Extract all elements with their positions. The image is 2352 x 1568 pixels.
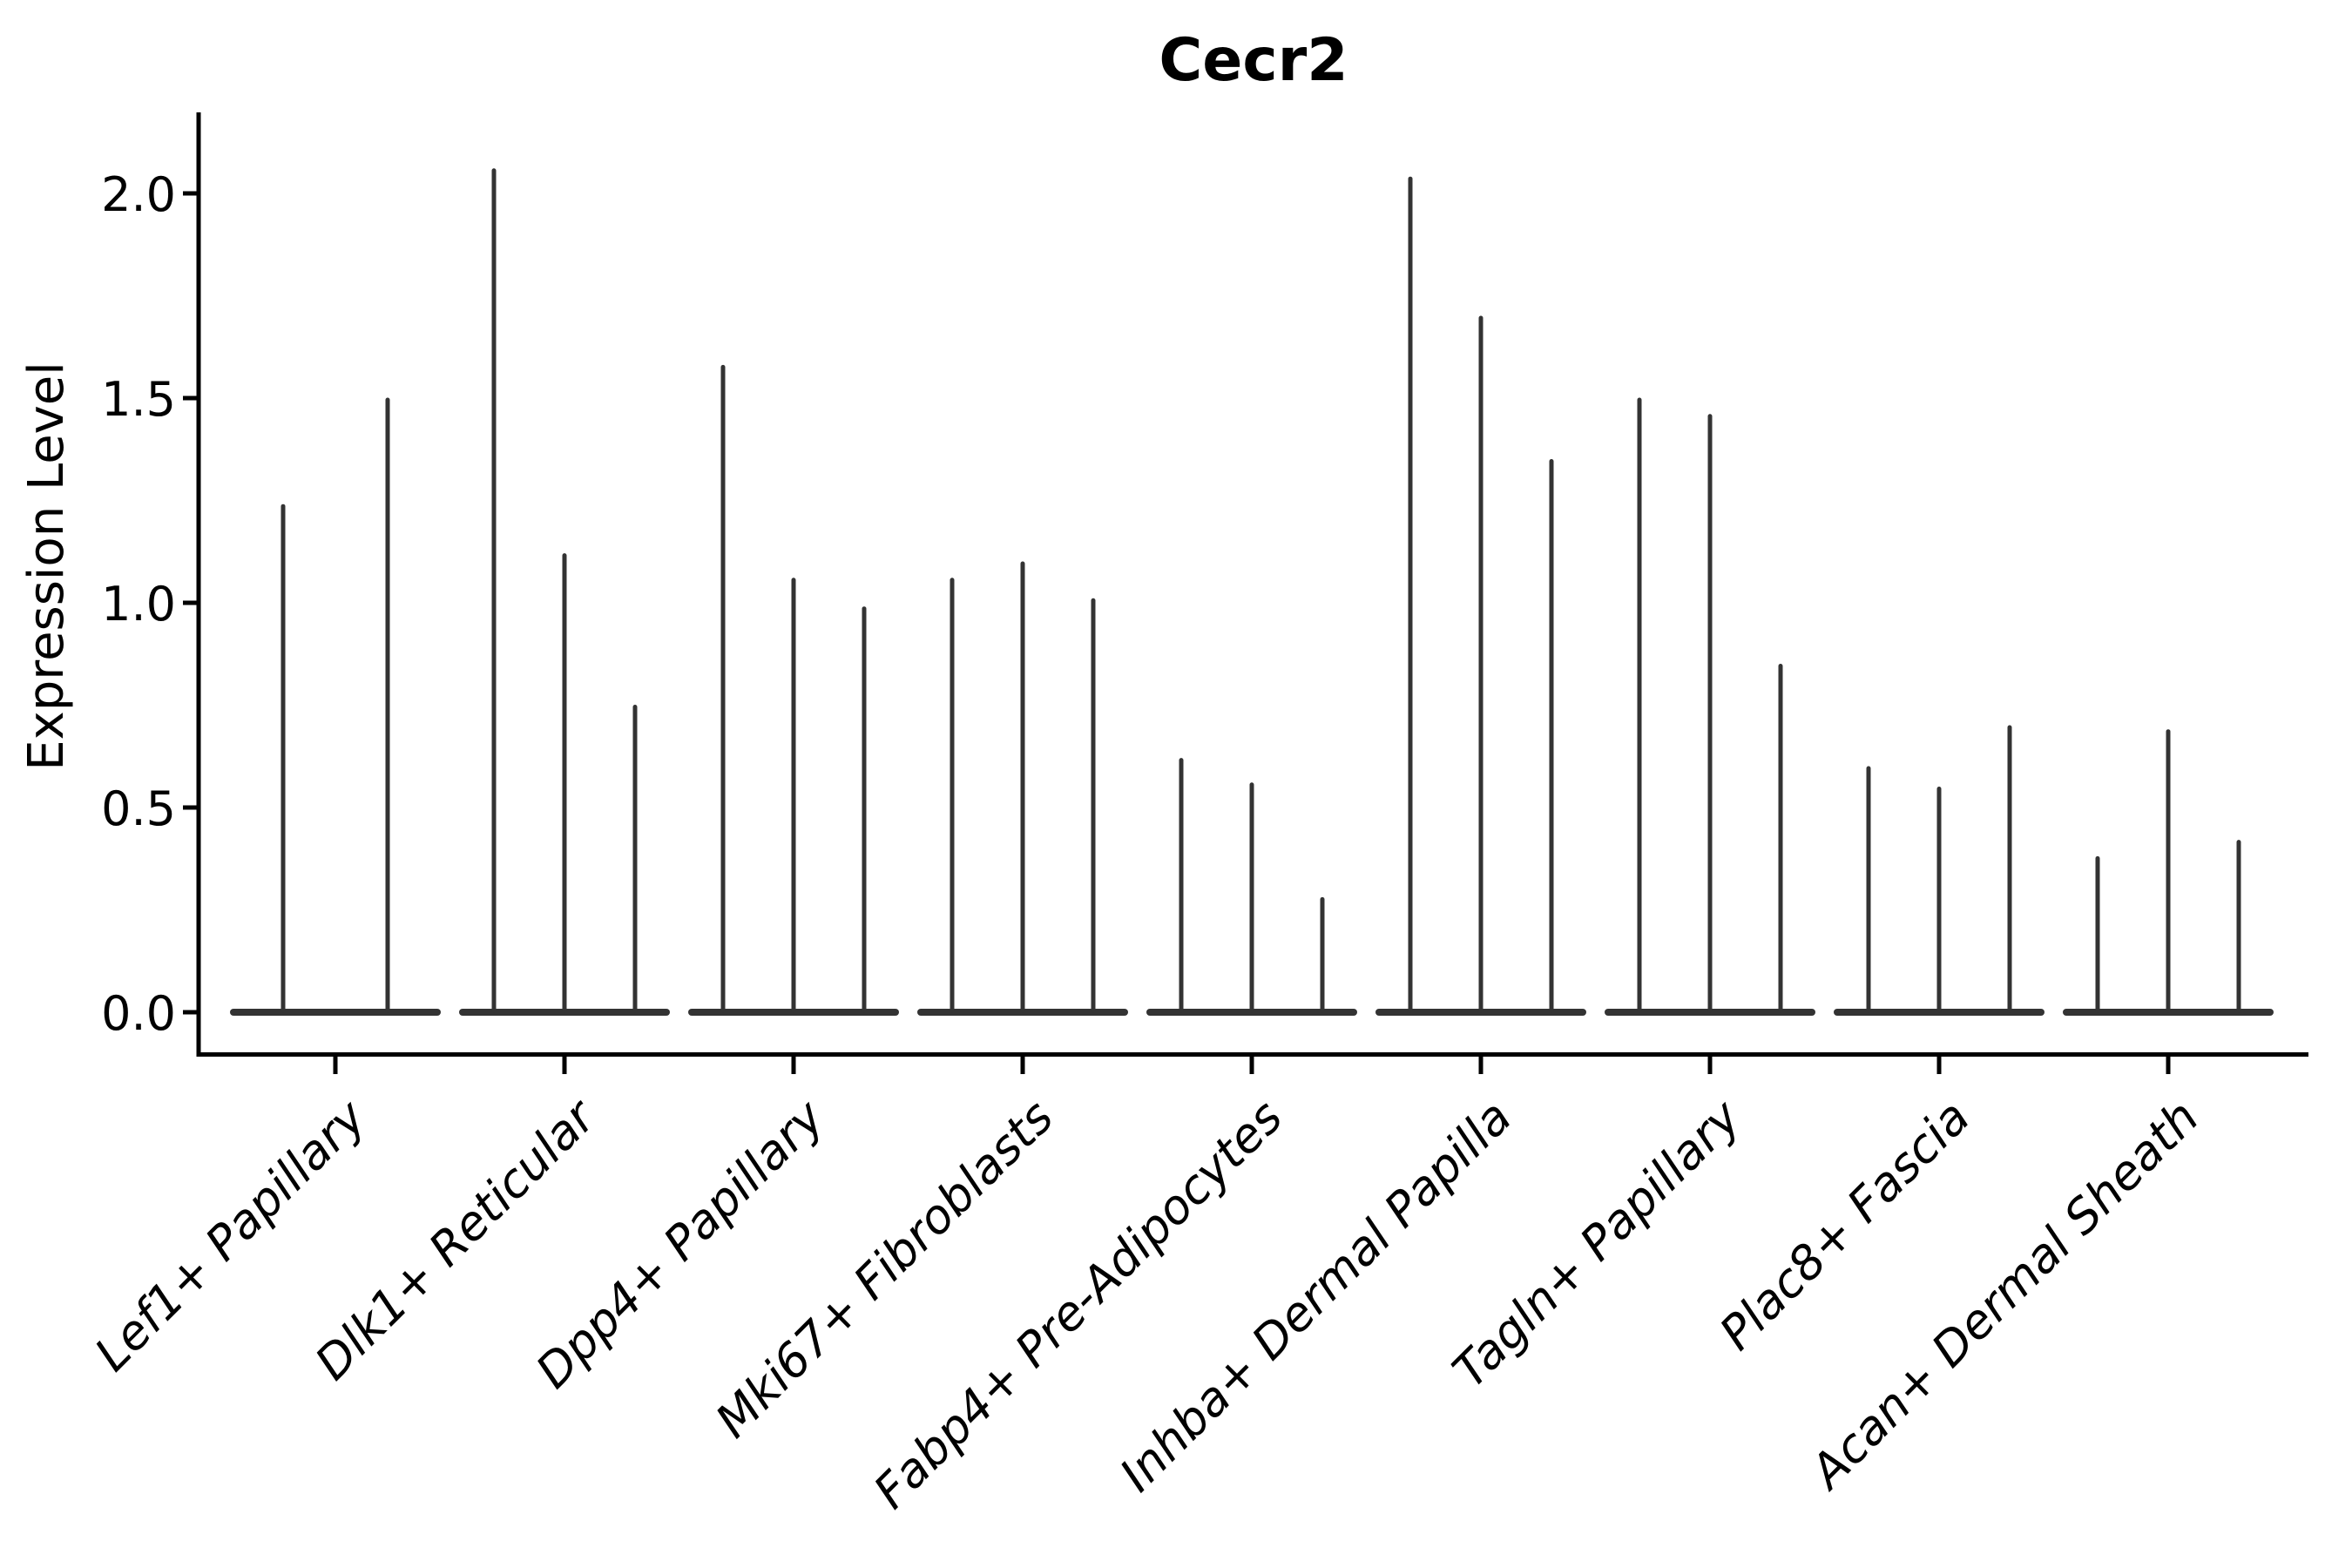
violins-layer xyxy=(230,168,2274,1016)
x-tick-label: Acan+ Dermal Sheath xyxy=(1798,1090,2209,1501)
y-tick-label: 0.5 xyxy=(101,781,176,836)
y-tick-label: 1.5 xyxy=(101,372,176,427)
x-tick-label: Fabp4+ Pre-Adipocytes xyxy=(863,1090,1293,1519)
chart-title: Cecr2 xyxy=(1159,26,1348,95)
y-tick-label: 1.0 xyxy=(101,577,176,632)
x-tick-label: Inhba+ Dermal Papilla xyxy=(1109,1090,1522,1503)
y-tick-label: 0.0 xyxy=(101,986,176,1041)
y-axis-label: Expression Level xyxy=(18,362,75,771)
y-tick-label: 2.0 xyxy=(101,167,176,222)
violin-baseline xyxy=(230,1009,441,1016)
